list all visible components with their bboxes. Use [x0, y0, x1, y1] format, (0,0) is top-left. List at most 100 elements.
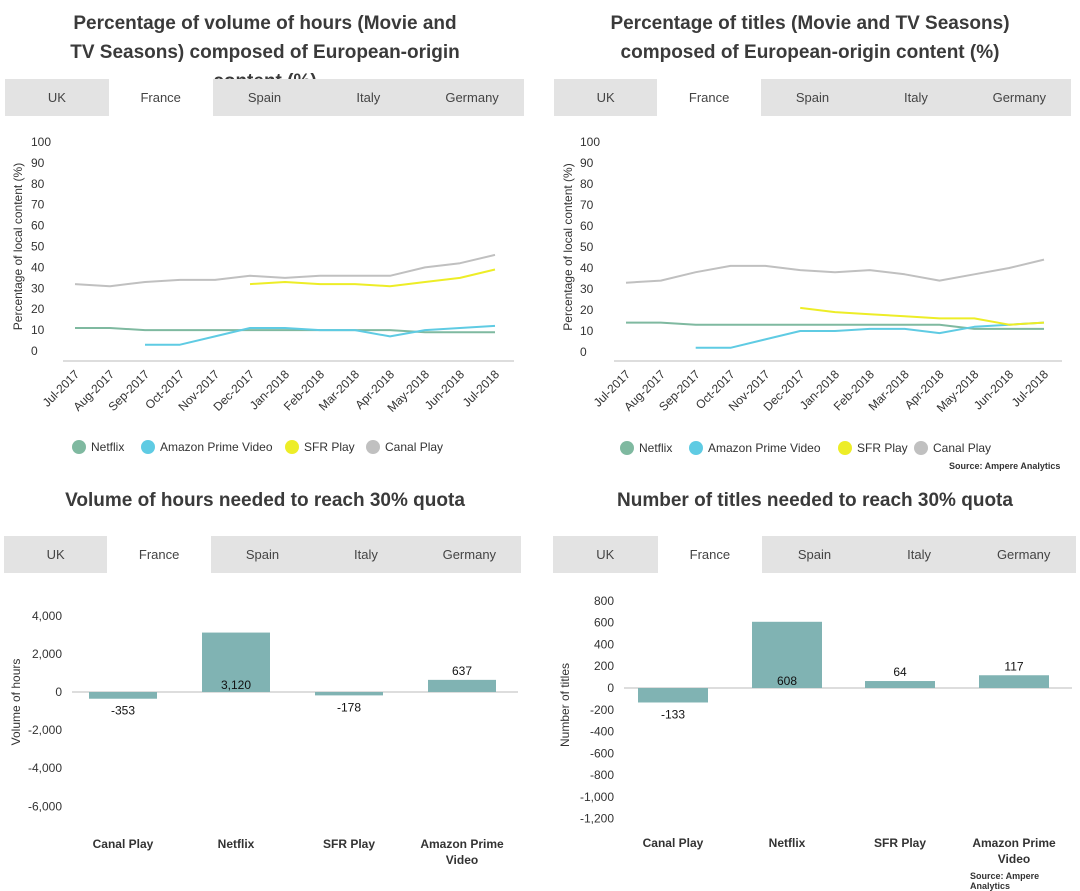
country-tabs: UK France Spain Italy Germany — [5, 79, 524, 116]
legend-marker-sfr-play — [838, 441, 852, 455]
bar-canal-play — [638, 688, 708, 703]
category-label: Netflix — [218, 837, 255, 851]
tab-germany[interactable]: Germany — [445, 90, 499, 105]
chart-title: Number of titles needed to reach 30% quo… — [617, 490, 1013, 511]
legend-marker-netflix — [72, 440, 86, 454]
legend-marker-canal-play — [914, 441, 928, 455]
y-tick-label: 10 — [580, 324, 594, 338]
tab-germany[interactable]: Germany — [442, 547, 497, 562]
category-label: Netflix — [769, 836, 806, 850]
category-label: Canal Play — [643, 836, 704, 850]
legend-label-canal-play: Canal Play — [933, 441, 991, 455]
chart-titles-line: 0 10 20 30 40 50 60 70 80 90 100 Percentage of loca… — [561, 135, 1062, 455]
y-axis-label: Percentage of local content (%) — [561, 163, 575, 330]
source-note: Source: Ampere Analytics — [970, 871, 1040, 891]
chart-titles-bar: -1,200 -1,000 -800 -600 -400 -200 0 200 400 600 80… — [558, 594, 1072, 866]
y-tick-label: 80 — [580, 177, 594, 191]
source-note: Source: Ampere Analytics — [949, 461, 1061, 471]
category-label: SFR Play — [874, 836, 926, 850]
category-label: Video — [446, 853, 478, 867]
country-tabs: UK France Spain Italy Germany — [553, 536, 1076, 573]
y-tick-label: 4,000 — [32, 609, 62, 623]
tab-italy[interactable]: Italy — [354, 547, 378, 562]
y-tick-label: 200 — [594, 659, 614, 673]
tab-france[interactable]: France — [107, 536, 211, 573]
tab-uk[interactable]: UK — [46, 547, 65, 562]
data-label-netflix: 3,120 — [221, 678, 251, 692]
chart-hours-line: 0 10 20 30 40 50 60 70 80 90 100 Percentage of loca… — [11, 135, 514, 454]
chart-title: Volume of hours needed to reach 30% quot… — [65, 490, 465, 511]
country-tabs: UK France Spain Italy Germany — [554, 79, 1071, 116]
series-line-amazon-prime-video — [145, 324, 496, 346]
category-label: Amazon Prime — [420, 837, 504, 851]
y-axis-label: Volume of hours — [9, 659, 23, 746]
y-tick-label: 0 — [607, 681, 614, 695]
series-line-sfr-play — [800, 306, 1045, 326]
tab-germany[interactable]: Germany — [996, 547, 1051, 562]
tab-france[interactable]: France — [108, 79, 213, 116]
legend-marker-amazon-prime-video — [141, 440, 155, 454]
y-axis-label: Number of titles — [558, 663, 572, 747]
y-tick-label: 2,000 — [32, 647, 62, 661]
panel-hours-line: Percentage of volume of hours (Movie and… — [0, 0, 530, 480]
bar-sfr-play — [315, 692, 383, 696]
legend-label-sfr-play: SFR Play — [304, 440, 355, 454]
y-tick-label: 10 — [31, 323, 45, 337]
tab-italy[interactable]: Italy — [356, 90, 381, 105]
panel-titles-bar: Number of titles needed to reach 30% quo… — [550, 480, 1080, 891]
data-label-canal-play: -133 — [661, 707, 685, 721]
tab-germany[interactable]: Germany — [992, 90, 1047, 105]
y-tick-label: 100 — [580, 135, 600, 149]
tab-spain[interactable]: Spain — [797, 547, 832, 562]
y-tick-label: 60 — [31, 219, 45, 233]
tab-spain[interactable]: Spain — [245, 547, 280, 562]
tab-france[interactable]: France — [657, 79, 761, 116]
tab-uk[interactable]: UK — [596, 547, 615, 562]
tab-france[interactable]: France — [657, 536, 763, 573]
y-tick-label: 100 — [31, 135, 51, 149]
legend-marker-amazon-prime-video — [689, 441, 703, 455]
y-tick-label: -800 — [590, 768, 614, 782]
bar-amazon-prime-video — [979, 675, 1049, 688]
y-tick-label: -1,200 — [580, 812, 614, 826]
data-label-sfr-play: -178 — [337, 700, 361, 714]
tab-italy[interactable]: Italy — [907, 547, 931, 562]
data-label-canal-play: -353 — [111, 704, 135, 718]
y-tick-label: 0 — [580, 345, 587, 359]
y-tick-label: 30 — [31, 281, 45, 295]
legend-marker-sfr-play — [285, 440, 299, 454]
category-label: Amazon Prime — [972, 836, 1056, 850]
panel-hours-bar: Volume of hours needed to reach 30% quot… — [0, 480, 530, 886]
y-tick-label: 80 — [31, 177, 45, 191]
y-tick-label: -1,000 — [580, 790, 614, 804]
legend-marker-netflix — [620, 441, 634, 455]
series-line-canal-play — [74, 253, 496, 288]
y-tick-label: 600 — [594, 616, 614, 630]
category-label: Video — [998, 852, 1030, 866]
tab-spain[interactable]: Spain — [247, 90, 282, 105]
series-line-netflix — [75, 327, 495, 334]
bar-netflix — [202, 632, 270, 692]
data-label-sfr-play: 64 — [893, 665, 907, 679]
bar-canal-play — [89, 692, 157, 699]
series-line-canal-play — [625, 258, 1045, 284]
legend-label-netflix: Netflix — [639, 441, 672, 455]
bar-sfr-play — [865, 681, 935, 688]
series-line-amazon-prime-video — [695, 321, 1045, 349]
y-tick-label: 70 — [580, 198, 594, 212]
y-tick-label: 40 — [580, 261, 594, 275]
country-tabs: UK France Spain Italy Germany — [4, 536, 521, 573]
y-tick-label: 90 — [31, 156, 45, 170]
legend-label-sfr-play: SFR Play — [857, 441, 908, 455]
tab-uk[interactable]: UK — [47, 90, 66, 105]
tab-uk[interactable]: UK — [596, 90, 615, 105]
x-tick-label: Jul-2018 — [460, 367, 503, 410]
tab-spain[interactable]: Spain — [795, 90, 830, 105]
y-tick-label: 400 — [594, 637, 614, 651]
category-label: SFR Play — [323, 837, 375, 851]
category-label: Canal Play — [93, 837, 154, 851]
data-label-netflix: 608 — [777, 674, 797, 688]
tab-italy[interactable]: Italy — [904, 90, 928, 105]
y-tick-label: 60 — [580, 219, 594, 233]
chart-hours-bar: -6,000 -4,000 -2,000 0 2,000 4,000 Volume of h… — [9, 609, 518, 867]
